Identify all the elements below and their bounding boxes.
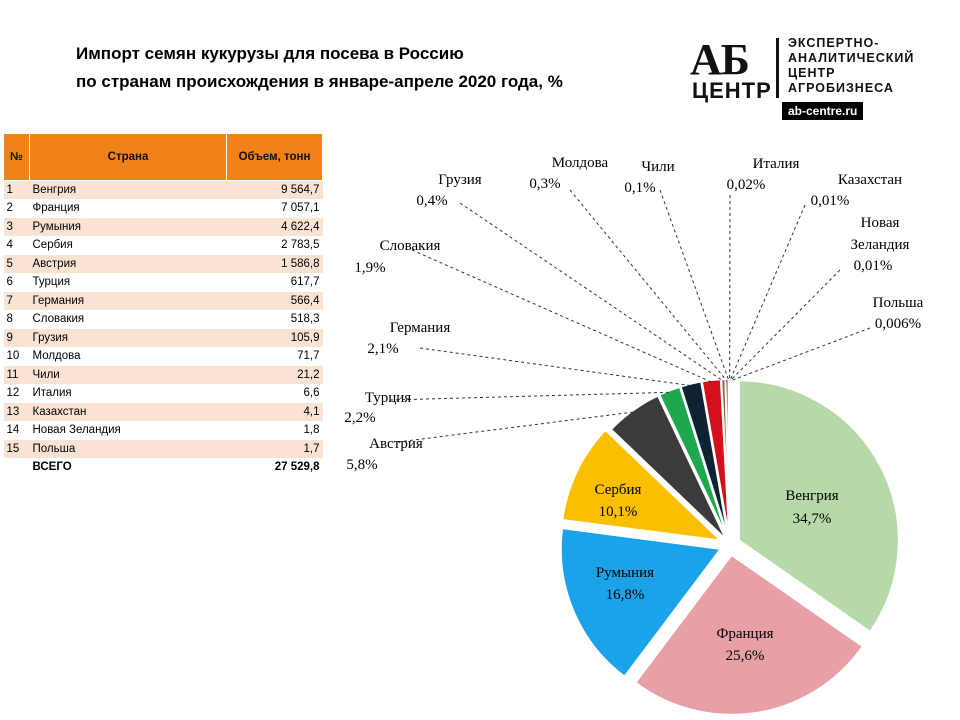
slice-label-name: Грузия [438,172,481,188]
slice-label-value: 34,7% [793,511,832,527]
slice-label-value: 2,2% [344,410,375,426]
slice-label-name: Германия [390,320,451,336]
leader-line [730,328,870,381]
slice-label-value: 0,3% [529,176,560,192]
slice-label-name: Польша [873,295,924,311]
leader-line [460,203,723,381]
pie-slices [561,379,899,715]
slice-label-value: 0,01% [811,193,850,209]
slice-label-value: 0,02% [727,177,766,193]
slice-label-name: Словакия [380,238,441,254]
pie-chart: Венгрия 34,7% Франция 25,6% Румыния 16,8% Серб… [0,0,960,720]
slice-label-name: Новая [861,215,900,231]
slice-label-value: 1,9% [354,260,385,276]
slice-label-name-cont: Зеландия [851,237,910,253]
slice-label-value: 0,006% [875,316,921,332]
slice-label-name: Турция [365,390,411,406]
slice-label-name: Румыния [596,565,654,581]
slice-label-value: 0,01% [854,258,893,274]
slice-label-name: Казахстан [838,172,902,188]
leader-line [660,190,729,381]
slice-label-name: Италия [753,156,800,172]
leader-line [420,348,691,386]
slice-label-name: Чили [641,159,674,175]
leader-line [412,250,712,382]
slice-label-name: Молдова [552,155,609,171]
slice-label-name: Австрия [369,436,423,452]
slice-label-value: 10,1% [599,504,638,520]
leader-line [730,270,840,381]
slice-label-name: Венгрия [785,488,838,504]
slice-label-value: 0,4% [416,193,447,209]
slice-label-value: 25,6% [726,648,765,664]
leader-line [730,205,805,381]
leader-line [570,190,727,381]
slice-label-value: 16,8% [606,587,645,603]
slice-label-name: Франция [717,626,774,642]
slice-label-value: 0,1% [624,180,655,196]
slice-label-name: Сербия [595,482,642,498]
leader-line [390,392,670,400]
slice-label-value: 5,8% [346,457,377,473]
slice-label-value: 2,1% [367,341,398,357]
